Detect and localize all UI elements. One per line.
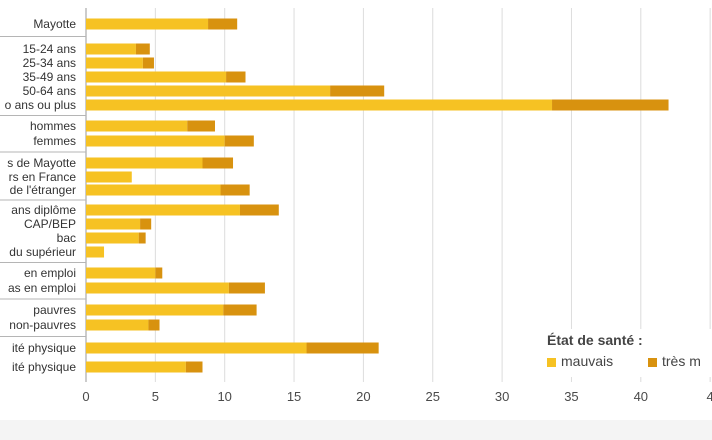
x-tick-label: 25 [426,389,440,404]
bar-tres-mauvais [552,99,669,111]
bar-tres-mauvais [208,18,238,30]
x-tick-label: 35 [564,389,578,404]
bars [86,18,669,373]
bar-tres-mauvais [187,120,215,132]
bar-tres-mauvais [228,282,265,294]
bar-mauvais [86,232,139,244]
bar-tres-mauvais [140,218,152,230]
category-label: hommes [30,119,76,133]
bar-tres-mauvais [330,85,385,97]
bar-mauvais [86,85,331,97]
category-label: 50-64 ans [23,84,76,98]
bar-mauvais [86,267,156,279]
bar-tres-mauvais [138,232,146,244]
bar-mauvais [86,171,132,183]
category-label: femmes [33,134,76,148]
bar-tres-mauvais [220,184,250,196]
bar-mauvais [86,43,136,55]
x-tick-label: 30 [495,389,509,404]
legend-label-mauvais: mauvais [561,353,614,369]
legend-swatch-tres-mauvais [648,358,657,367]
group-separators [0,36,86,337]
bar-mauvais [86,57,143,69]
category-label: ité physique [12,341,76,355]
bar-tres-mauvais [155,267,163,279]
category-label: as en emploi [8,281,76,295]
category-label: ité physique [12,360,76,374]
category-label: Mayotte [33,17,76,31]
x-tick-label: 5 [152,389,159,404]
x-tick-label: 40 [634,389,648,404]
legend-label-tres-mauvais: très m [662,353,701,369]
bar-mauvais [86,218,141,230]
bar-mauvais [86,204,240,216]
bar-mauvais [86,361,186,373]
bar-mauvais [86,184,221,196]
bar-mauvais [86,157,203,169]
category-label: rs en France [9,170,77,184]
bar-mauvais [86,135,225,147]
category-label: en emploi [24,266,76,280]
legend-swatch-mauvais [547,358,556,367]
category-label: de l'étranger [10,183,76,197]
bar-mauvais [86,71,227,83]
bar-tres-mauvais [142,57,154,69]
category-label: s de Mayotte [7,156,76,170]
bar-tres-mauvais [135,43,150,55]
bar-mauvais [86,99,553,111]
category-label: bac [57,231,76,245]
category-label: non-pauvres [9,318,76,332]
x-axis-ticks: 0 5 10 15 20 25 30 35 40 4 [82,389,712,404]
bar-mauvais [86,304,224,316]
bar-mauvais [86,246,105,258]
x-tick-label: 20 [356,389,370,404]
x-tick-label: 0 [82,389,89,404]
x-tick-label: 15 [287,389,301,404]
category-label: 35-49 ans [23,70,76,84]
bar-mauvais [86,319,149,331]
category-label: o ans ou plus [5,98,76,112]
bar-mauvais [86,18,209,30]
bar-tres-mauvais [223,304,257,316]
x-tick-label: 4 [707,389,712,404]
bar-mauvais [86,342,307,354]
bar-tres-mauvais [306,342,379,354]
category-label: 25-34 ans [23,56,76,70]
bar-tres-mauvais [185,361,203,373]
legend-title: État de santé : [547,332,643,348]
category-label: pauvres [33,303,76,317]
bar-mauvais [86,120,188,132]
bar-tres-mauvais [239,204,279,216]
legend: État de santé : mauvais très m [541,329,712,377]
bar-tres-mauvais [148,319,160,331]
bar-tres-mauvais [202,157,234,169]
category-label: du supérieur [9,245,76,259]
bar-tres-mauvais [224,135,254,147]
category-label: 15-24 ans [23,42,76,56]
category-label: ans diplôme [11,203,76,217]
category-label: CAP/BEP [24,217,76,231]
bar-tres-mauvais [226,71,246,83]
bar-mauvais [86,282,229,294]
x-tick-label: 10 [217,389,231,404]
